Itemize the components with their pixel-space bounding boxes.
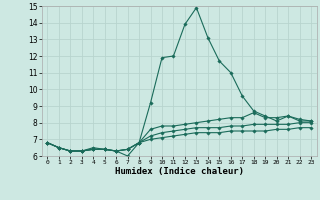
X-axis label: Humidex (Indice chaleur): Humidex (Indice chaleur) — [115, 167, 244, 176]
